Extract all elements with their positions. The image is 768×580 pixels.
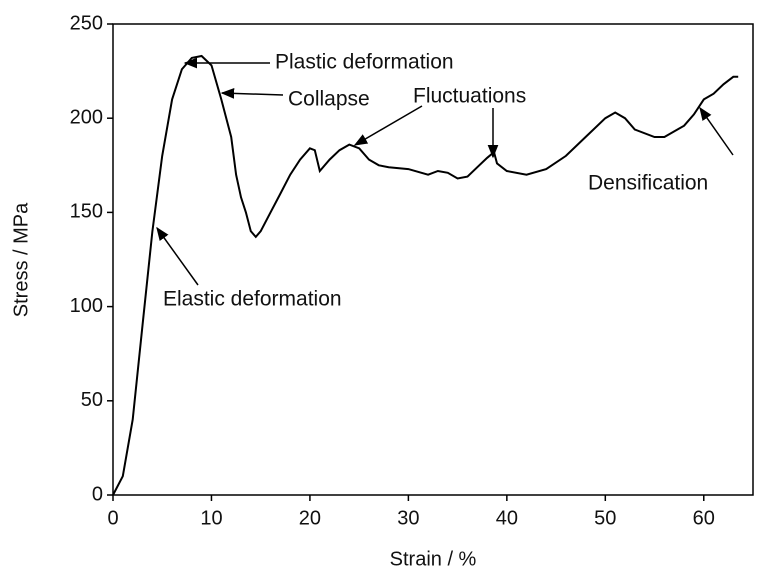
x-tick-label: 60 [693,507,715,529]
x-axis-label: Strain / % [390,548,477,570]
y-tick-label: 100 [70,295,103,317]
x-tick-label: 10 [200,507,222,529]
annotation: Collapse [288,88,370,111]
y-tick-label: 150 [70,201,103,223]
annotation: Densification [588,172,708,195]
y-tick-label: 0 [92,483,103,505]
data-line [112,54,739,496]
x-tick-label: 20 [299,507,321,529]
annotation: Plastic deformation [275,51,454,74]
annotation-arrow [353,105,423,146]
annotation-arrow [699,106,734,156]
x-tick-label: 40 [496,507,518,529]
y-axis-label: Stress / MPa [10,202,32,317]
plot-frame [112,23,754,496]
annotation-arrow [156,226,199,286]
annotation-arrow [220,88,284,99]
y-tick-label: 50 [81,389,103,411]
annotation: Fluctuations [413,85,526,108]
annotation: Elastic deformation [163,288,342,311]
x-tick-label: 0 [107,507,118,529]
y-tick-label: 250 [70,12,103,34]
x-tick-label: 50 [594,507,616,529]
y-tick-label: 200 [70,106,103,128]
x-tick-label: 30 [397,507,419,529]
